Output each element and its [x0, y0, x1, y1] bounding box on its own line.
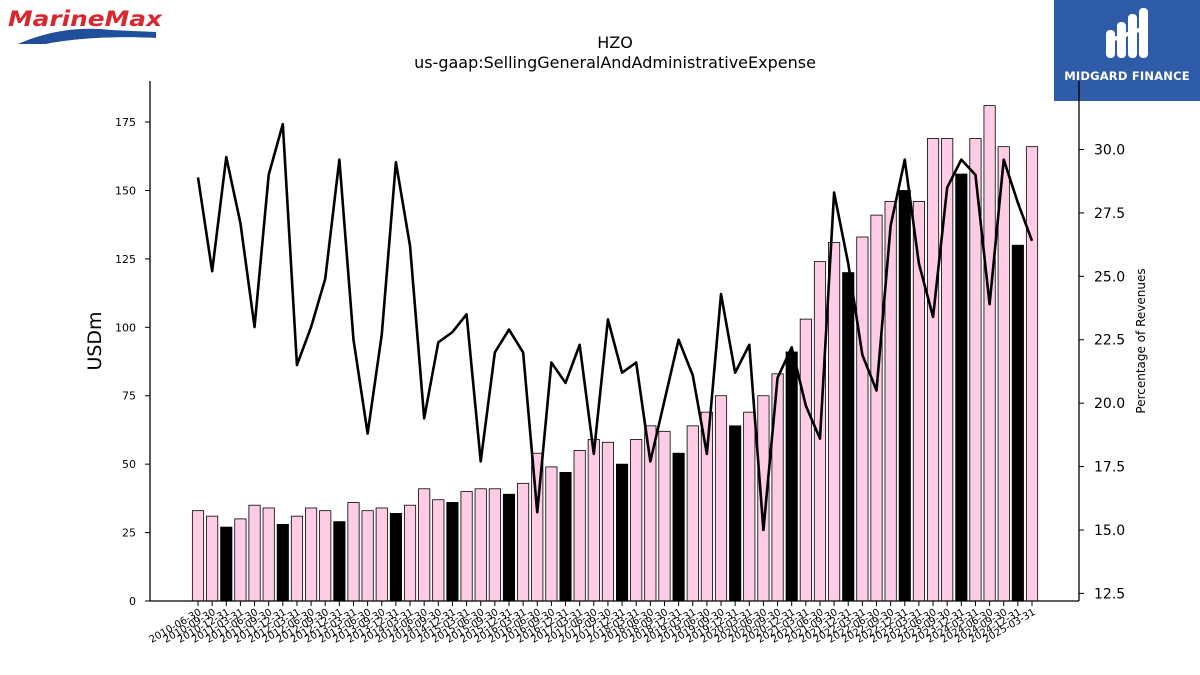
- bar-2020-12-31: [785, 351, 798, 602]
- line-series: [196, 122, 1034, 532]
- percentage-of-revenues-line: [196, 122, 1034, 532]
- bar-2022-03-31: [856, 236, 869, 602]
- y2-tick-label-22.5: 22.5: [1094, 333, 1125, 349]
- bar-2016-12-31: [559, 471, 572, 602]
- bar-2024-06-30: [983, 105, 996, 602]
- bar-2019-12-31: [729, 425, 742, 602]
- bar-2015-09-30: [488, 488, 501, 602]
- y-axis-right: 12.5 15.0 17.5 20.0 22.5 25.0 27.5 30.0: [1079, 142, 1125, 602]
- bar-2014-03-31: [403, 504, 417, 602]
- bar-2014-12-31: [446, 502, 459, 602]
- bar-2017-03-31: [573, 450, 586, 602]
- bar-2021-03-31: [799, 318, 812, 602]
- y-tick-label-150: 150: [115, 184, 136, 197]
- y-tick-label-100: 100: [115, 321, 136, 334]
- bar-2017-09-30: [601, 441, 614, 602]
- y2-tick-label-30: 30.0: [1094, 142, 1125, 158]
- y2-tick-label-27.5: 27.5: [1094, 206, 1125, 222]
- bar-2013-03-31: [347, 502, 360, 602]
- bar-2015-12-31: [502, 493, 516, 602]
- marinemax-logo: MarineMax: [6, 4, 166, 48]
- bar-2016-09-30: [545, 466, 558, 602]
- y-tick-label-125: 125: [115, 253, 136, 266]
- bar-2012-06-30: [305, 507, 318, 602]
- bar-2018-06-30: [644, 425, 657, 602]
- bar-2012-03-31: [290, 515, 304, 602]
- bar-2010-09-30: [206, 515, 219, 602]
- bar-2017-06-30: [587, 439, 600, 602]
- midgard-finance-logo: MIDGARD FINANCE: [1054, 0, 1200, 101]
- bar-2018-03-31: [630, 439, 643, 602]
- y-tick-label-75: 75: [122, 390, 136, 403]
- bar-2011-12-31: [276, 523, 289, 602]
- bar-2023-06-30: [927, 138, 940, 602]
- bar-2012-09-30: [319, 510, 332, 602]
- bar-2022-12-31: [898, 190, 911, 602]
- bar-2025-03-31: [1025, 146, 1039, 602]
- bar-2016-03-31: [517, 482, 530, 602]
- y2-axis-label: Percentage of Revenues: [1134, 268, 1148, 413]
- bar-2019-09-30: [714, 395, 728, 602]
- y2-tick-label-12.5: 12.5: [1094, 586, 1125, 602]
- y2-tick-label-20: 20.0: [1094, 396, 1125, 412]
- chart-title: HZO: [597, 33, 633, 52]
- bar-2011-06-30: [248, 504, 261, 602]
- bar-2014-06-30: [418, 488, 431, 602]
- midgard-emblem-icon: [1106, 8, 1148, 58]
- marinemax-wave: [18, 28, 156, 44]
- bar-series: [191, 105, 1039, 602]
- chart-subtitle: us-gaap:SellingGeneralAndAdministrativeE…: [414, 53, 816, 72]
- y-tick-label-0: 0: [129, 595, 136, 608]
- y-tick-label-175: 175: [115, 116, 136, 129]
- marinemax-logo-text: MarineMax: [8, 7, 164, 31]
- midgard-finance-text: MIDGARD FINANCE: [1064, 69, 1190, 83]
- y-tick-label-50: 50: [122, 458, 136, 471]
- bar-2013-06-30: [361, 510, 374, 602]
- y2-tick-label-17.5: 17.5: [1094, 460, 1125, 476]
- bar-2023-12-31: [955, 173, 968, 602]
- bar-2018-12-31: [672, 452, 685, 602]
- y2-tick-label-25: 25.0: [1094, 269, 1125, 285]
- y-axis-label: USDm: [84, 311, 106, 370]
- bar-2018-09-30: [658, 430, 671, 602]
- bar-2013-09-30: [375, 507, 388, 602]
- bar-2011-09-30: [262, 507, 275, 602]
- plot-frame: [149, 81, 1080, 602]
- bar-2021-12-31: [842, 272, 855, 602]
- bar-2017-12-31: [616, 463, 629, 602]
- y-tick-label-25: 25: [122, 527, 136, 540]
- bar-2012-12-31: [333, 521, 346, 602]
- bar-2013-12-31: [389, 513, 402, 602]
- bar-2024-12-31: [1011, 244, 1024, 602]
- y2-tick-label-15: 15.0: [1094, 523, 1125, 539]
- bar-2023-09-30: [941, 138, 954, 602]
- bar-2024-09-30: [997, 146, 1010, 602]
- bar-2015-06-30: [474, 488, 487, 602]
- bar-2011-03-31: [234, 518, 247, 602]
- x-axis: 2010-06-302010-09-302010-12-312011-03-31…: [148, 601, 1038, 646]
- bar-2010-06-30: [191, 510, 205, 602]
- bar-2022-06-30: [870, 214, 883, 602]
- bar-2019-03-31: [686, 425, 699, 602]
- bar-2014-09-30: [432, 499, 445, 602]
- bar-2021-09-30: [828, 242, 841, 602]
- bar-2015-03-31: [460, 491, 473, 602]
- bar-2020-03-31: [743, 411, 756, 602]
- y-axis-left: 0 25 50 75 100 125 150 175: [115, 116, 150, 608]
- bar-2010-12-31: [220, 526, 233, 602]
